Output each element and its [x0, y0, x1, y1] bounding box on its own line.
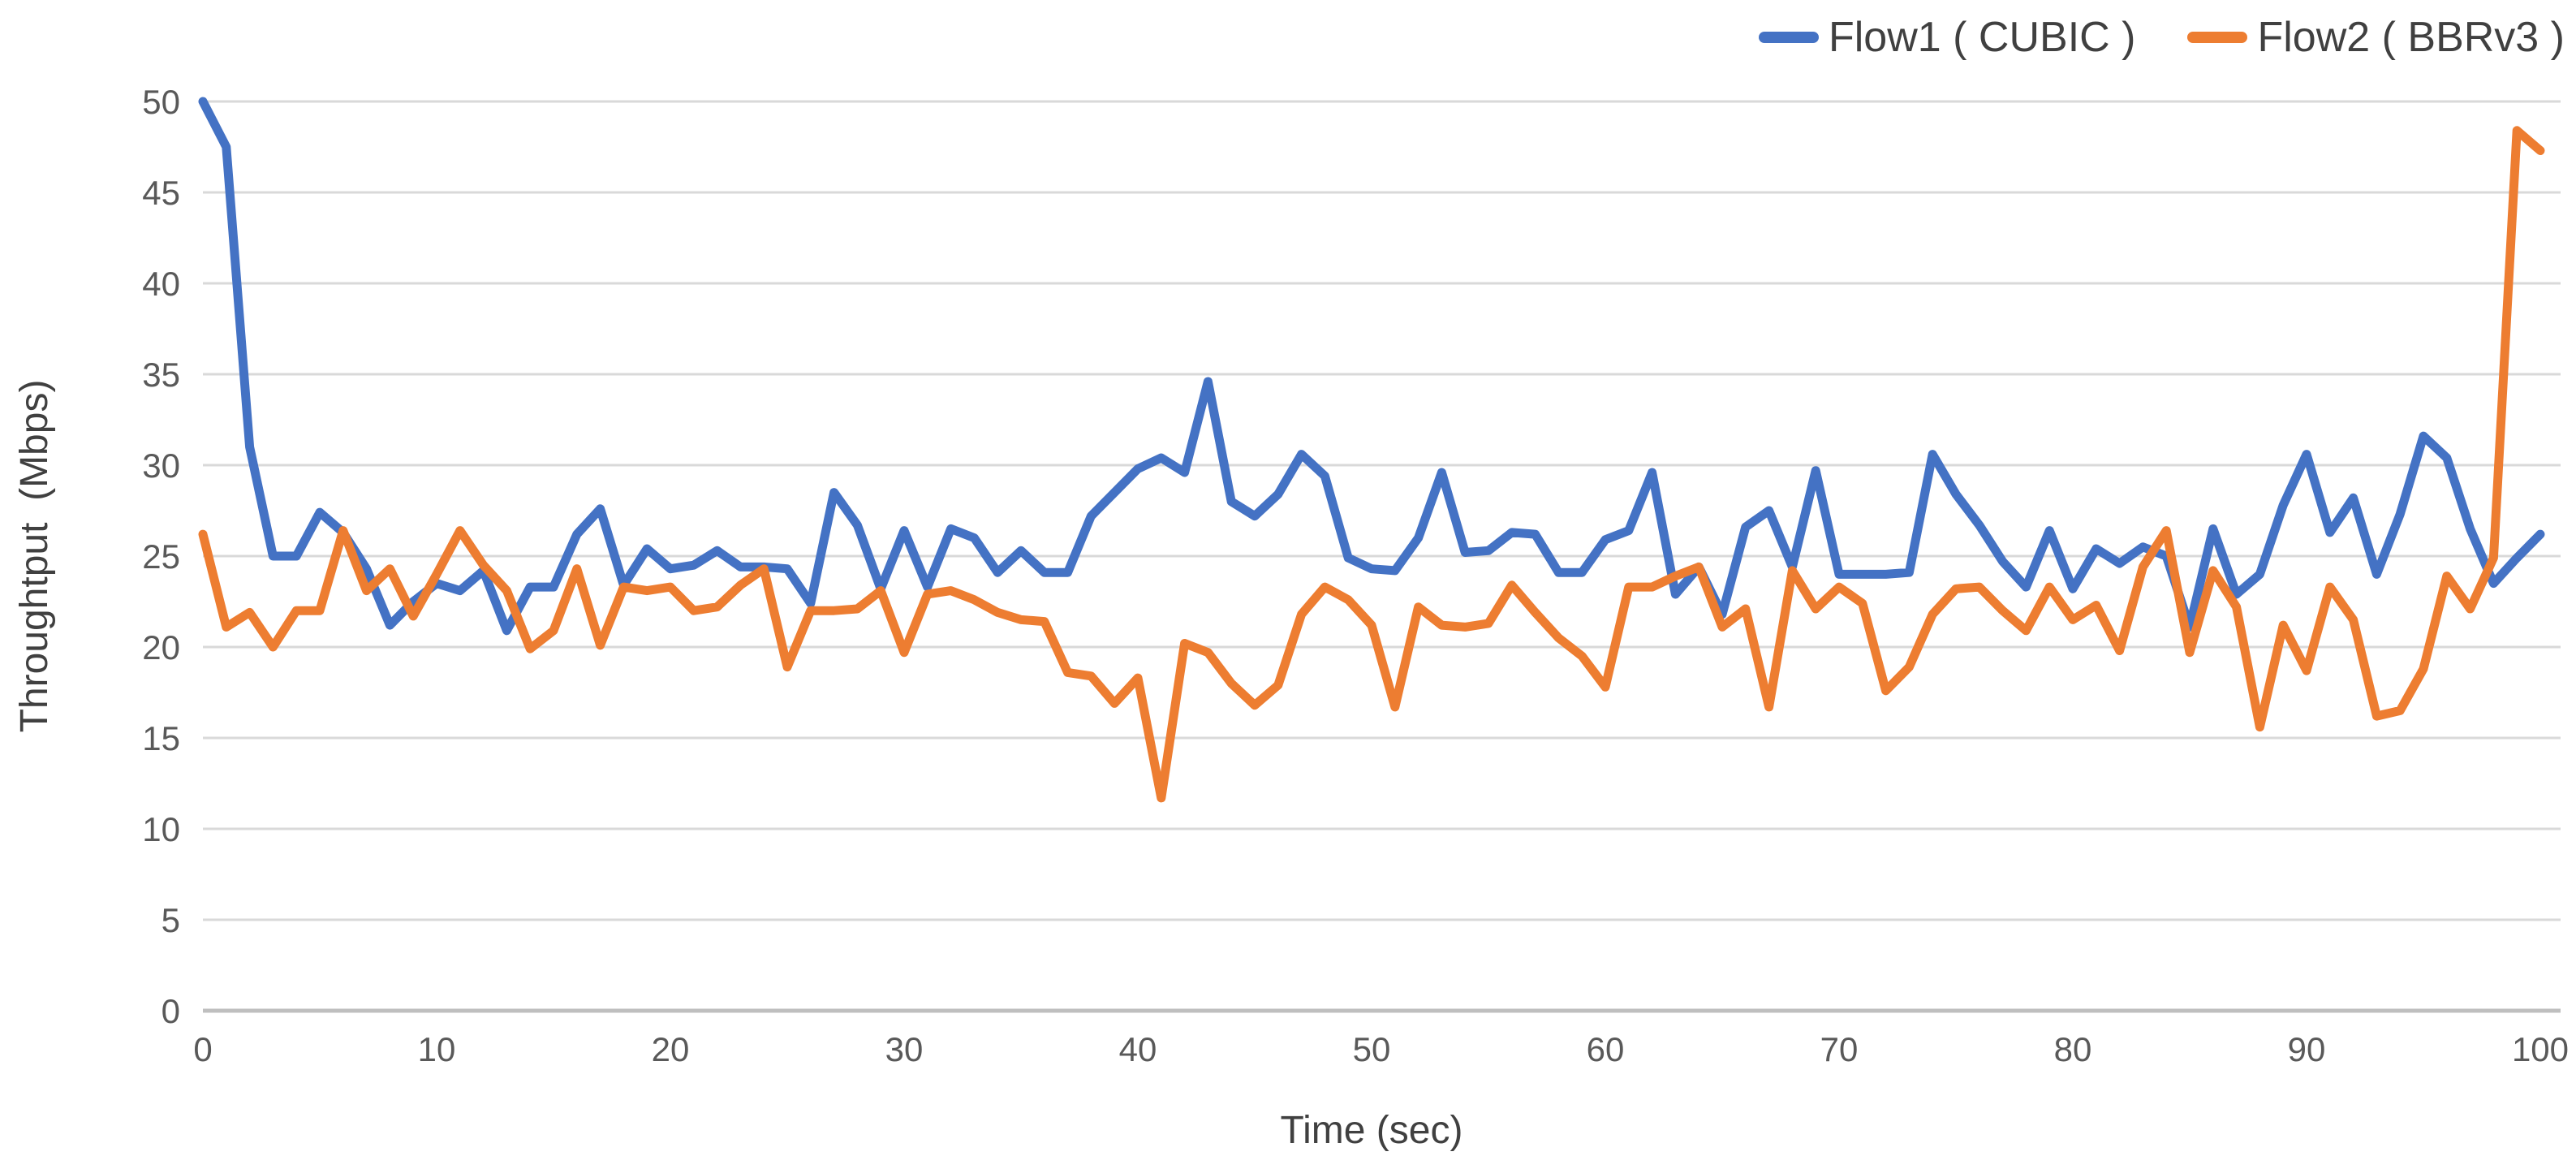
y-tick-label-0: 0 — [162, 992, 180, 1030]
x-tick-label-100: 100 — [2512, 1030, 2569, 1068]
series-line-flow1-cubic — [198, 97, 2545, 636]
y-tick-label-30: 30 — [142, 446, 180, 485]
y-tick-label-5: 5 — [162, 901, 180, 939]
y-tick-label-10: 10 — [142, 810, 180, 848]
series-lines — [198, 97, 2545, 803]
y-tick-label-25: 25 — [142, 537, 180, 576]
flow2-series-color-swatch — [2187, 32, 2248, 43]
y-tick-label-50: 50 — [142, 83, 180, 121]
legend-item-flow2: Flow2 ( BBRv3 ) — [2187, 13, 2565, 62]
legend-label-flow2: Flow2 ( BBRv3 ) — [2257, 14, 2565, 61]
x-tick-label-30: 30 — [885, 1030, 924, 1068]
x-tick-label-80: 80 — [2054, 1030, 2092, 1068]
y-tick-label-20: 20 — [142, 628, 180, 666]
series-line-flow2-bbrv3 — [198, 126, 2545, 803]
y-axis-tick-labels: 0 5 10 15 20 25 30 35 40 45 50 — [142, 83, 180, 1030]
chart-legend: Flow1 ( CUBIC ) Flow2 ( BBRv3 ) — [1758, 13, 2565, 62]
x-tick-label-90: 90 — [2288, 1030, 2326, 1068]
x-tick-label-70: 70 — [1820, 1030, 1859, 1068]
y-tick-label-40: 40 — [142, 265, 180, 303]
x-axis-title: Time (sec) — [1281, 1109, 1463, 1152]
y-tick-label-15: 15 — [142, 719, 180, 757]
flow1-series-color-swatch — [1758, 32, 1819, 43]
x-tick-label-50: 50 — [1353, 1030, 1391, 1068]
x-tick-label-60: 60 — [1587, 1030, 1625, 1068]
legend-item-flow1: Flow1 ( CUBIC ) — [1758, 13, 2136, 62]
x-tick-label-10: 10 — [418, 1030, 456, 1068]
x-axis-tick-labels: 0 10 20 30 40 50 60 70 80 90 100 — [193, 1030, 2569, 1068]
y-tick-label-45: 45 — [142, 174, 180, 212]
legend-label-flow1: Flow1 ( CUBIC ) — [1828, 14, 2136, 61]
y-axis-title: Throughtput (Mbps) — [13, 380, 56, 733]
x-tick-label-0: 0 — [193, 1030, 212, 1068]
x-tick-label-40: 40 — [1119, 1030, 1157, 1068]
x-tick-label-20: 20 — [652, 1030, 690, 1068]
y-tick-label-35: 35 — [142, 356, 180, 394]
